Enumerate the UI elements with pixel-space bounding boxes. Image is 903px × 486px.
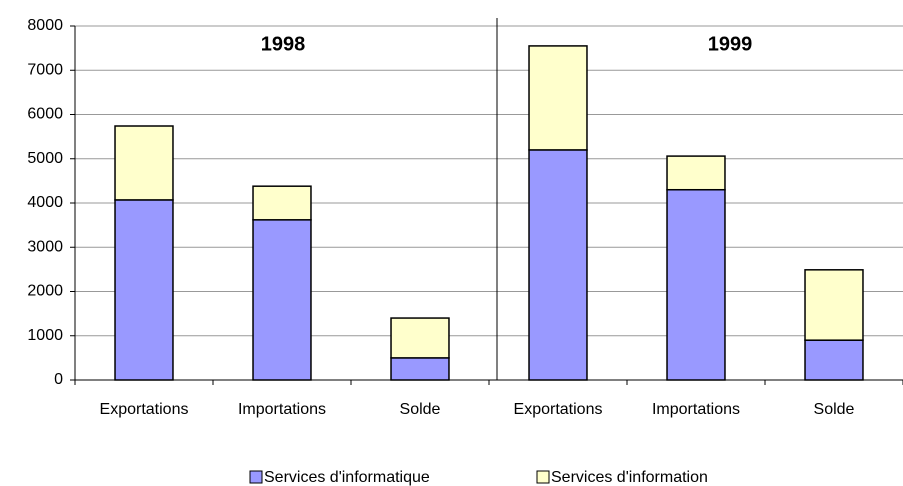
bar-segment xyxy=(804,269,864,341)
bar-segment xyxy=(390,317,450,359)
bar-segment xyxy=(528,45,588,151)
y-tick-label: 0 xyxy=(54,371,63,388)
y-tick-label: 4000 xyxy=(27,194,63,211)
y-tick-label: 6000 xyxy=(27,106,63,123)
y-tick-label: 7000 xyxy=(27,61,63,78)
bar-segment xyxy=(252,185,312,221)
x-tick-label: Exportations xyxy=(514,401,603,418)
bar-segment xyxy=(114,125,174,201)
y-tick-label: 5000 xyxy=(27,150,63,167)
x-tick-label: Solde xyxy=(814,401,855,418)
legend-swatch xyxy=(249,470,263,484)
annotation: 1998 xyxy=(261,33,306,55)
x-tick-label: Exportations xyxy=(100,401,189,418)
annotation: 1999 xyxy=(708,33,753,55)
x-tick-label: Solde xyxy=(400,401,441,418)
bar-segment xyxy=(528,149,588,381)
legend-swatch xyxy=(536,470,550,484)
bar-segment xyxy=(666,155,726,191)
x-tick-label: Importations xyxy=(652,401,740,418)
y-tick-label: 8000 xyxy=(27,17,63,34)
bar-segment xyxy=(390,357,450,381)
bar-segment xyxy=(804,339,864,381)
legend-label: Services d'information xyxy=(551,469,708,486)
x-tick-label: Importations xyxy=(238,401,326,418)
bar-segment xyxy=(114,199,174,381)
bar-segment xyxy=(666,188,726,381)
y-tick-label: 1000 xyxy=(27,327,63,344)
y-tick-label: 2000 xyxy=(27,283,63,300)
legend-label: Services d'informatique xyxy=(264,469,430,486)
bar-segment xyxy=(252,219,312,381)
y-tick-label: 3000 xyxy=(27,238,63,255)
